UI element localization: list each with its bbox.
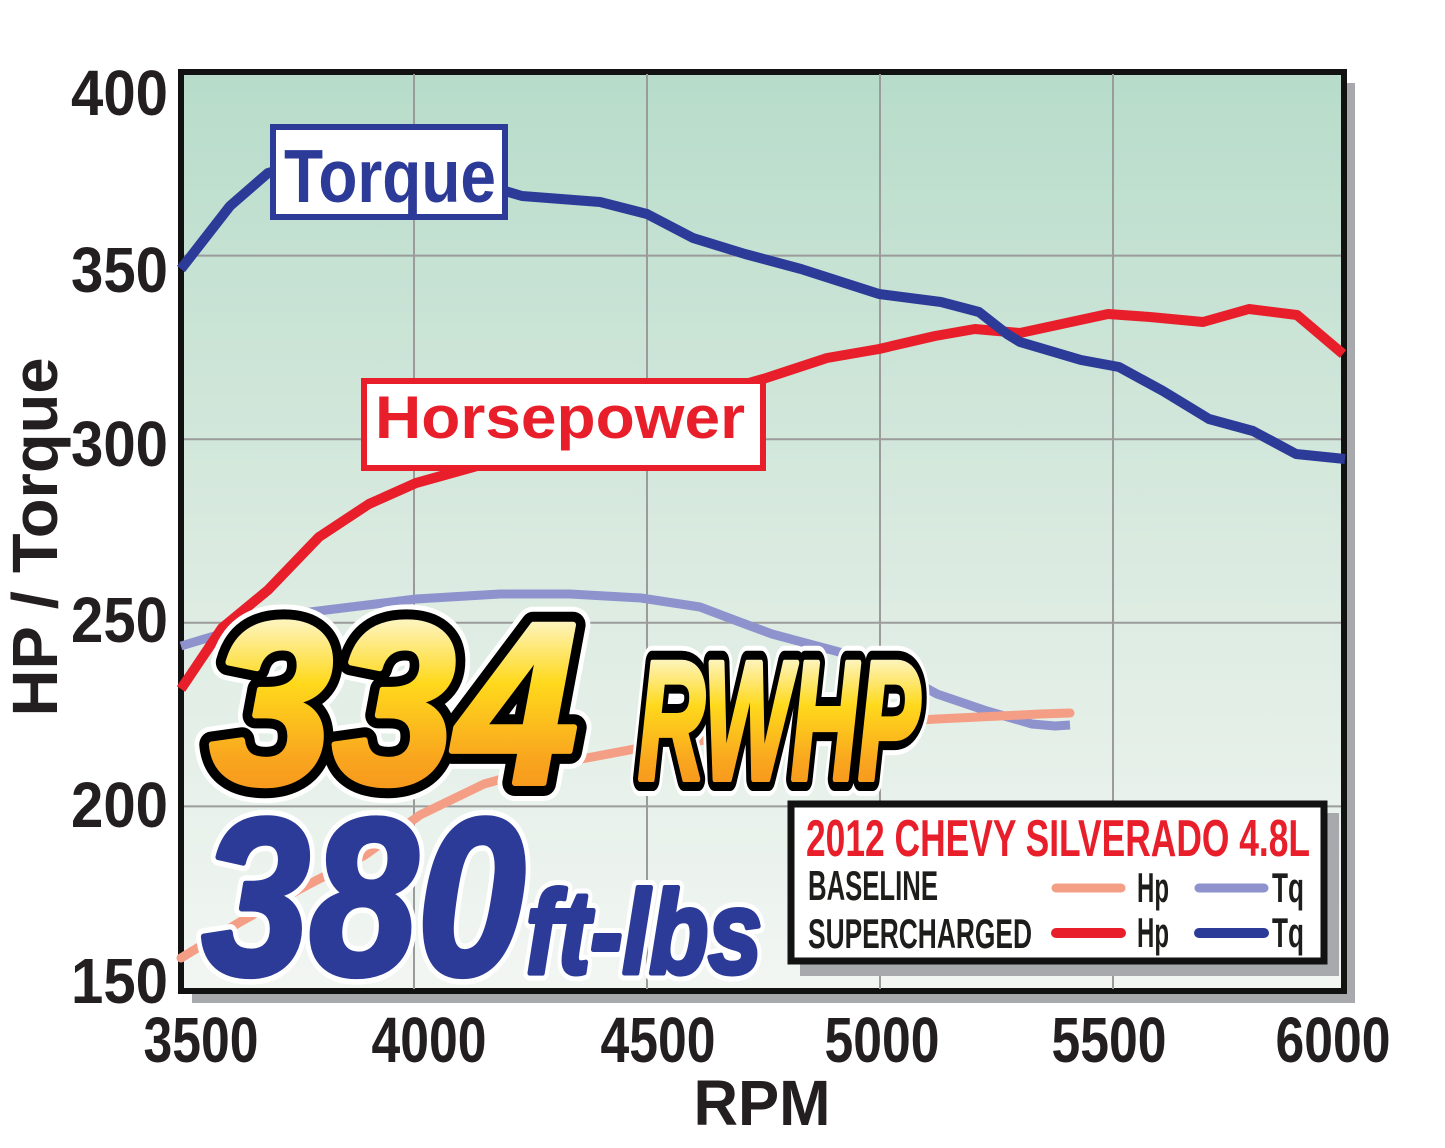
svg-text:Hp: Hp [1137, 909, 1169, 956]
svg-text:250: 250 [71, 584, 168, 656]
svg-text:4500: 4500 [601, 1004, 716, 1076]
svg-text:5000: 5000 [825, 1004, 940, 1076]
svg-text:300: 300 [71, 408, 168, 480]
svg-text:334: 334 [210, 575, 578, 832]
svg-text:380: 380 [202, 773, 525, 1022]
svg-text:6000: 6000 [1276, 1004, 1391, 1076]
svg-text:380: 380 [202, 773, 525, 1022]
svg-text:Tq: Tq [1272, 864, 1304, 911]
svg-text:RWHP: RWHP [638, 626, 920, 815]
svg-text:334: 334 [210, 575, 578, 832]
svg-text:SUPERCHARGED: SUPERCHARGED [808, 910, 1032, 957]
svg-text:200: 200 [71, 769, 168, 841]
svg-text:Tq: Tq [1272, 909, 1304, 956]
svg-text:ft-lbs: ft-lbs [526, 867, 762, 999]
svg-text:3500: 3500 [144, 1004, 259, 1076]
svg-text:2012 CHEVY SILVERADO 4.8L: 2012 CHEVY SILVERADO 4.8L [806, 810, 1310, 868]
svg-text:Horsepower: Horsepower [375, 384, 745, 451]
svg-text:150: 150 [71, 945, 168, 1017]
svg-text:5500: 5500 [1052, 1004, 1167, 1076]
svg-text:350: 350 [71, 234, 168, 306]
svg-text:RPM: RPM [694, 1067, 831, 1139]
svg-text:RWHP: RWHP [638, 626, 920, 815]
svg-text:4000: 4000 [372, 1004, 487, 1076]
svg-text:BASELINE: BASELINE [808, 862, 938, 909]
svg-text:RWHP: RWHP [638, 626, 920, 815]
svg-text:HP / Torque: HP / Torque [0, 358, 71, 717]
svg-text:ft-lbs: ft-lbs [526, 867, 762, 999]
svg-text:Torque: Torque [284, 134, 496, 218]
svg-text:400: 400 [71, 57, 168, 129]
svg-text:Hp: Hp [1137, 864, 1169, 911]
svg-text:334: 334 [210, 575, 578, 832]
